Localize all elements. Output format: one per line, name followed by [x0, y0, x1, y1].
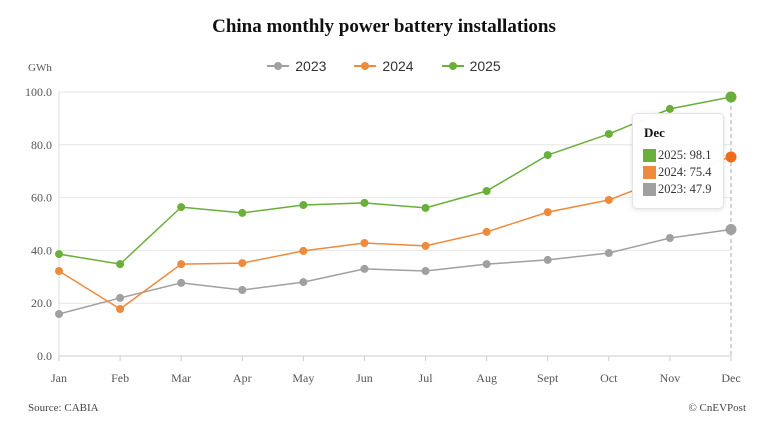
legend-swatch-2025: [441, 62, 464, 70]
y-tick-label: 40.0: [31, 243, 52, 257]
series-line-2023: [58, 228, 732, 315]
x-tick-label: Aug: [476, 371, 497, 385]
data-point-2025: [665, 104, 674, 113]
y-tick-label: 100.0: [25, 85, 52, 99]
data-point-2025: [238, 208, 247, 217]
chart-title: China monthly power battery installation…: [212, 16, 556, 37]
x-tick-label: Feb: [111, 371, 129, 385]
legend: 2023 2024 2025: [0, 58, 768, 74]
data-point-2024: [421, 241, 430, 250]
data-point-2025: [725, 91, 737, 103]
y-tick-label: 20.0: [31, 296, 52, 310]
data-point-2025: [604, 129, 613, 138]
tooltip-title: Dec: [644, 125, 665, 140]
x-tick-label: Jul: [419, 371, 434, 385]
data-point-2024: [543, 208, 552, 217]
data-point-2025: [116, 260, 125, 269]
x-tick-label: Jun: [356, 371, 373, 385]
data-point-2023: [299, 278, 308, 287]
data-point-2025: [543, 151, 552, 160]
x-tick-label: Dec: [721, 371, 740, 385]
tooltip-row-2023: 2023: 47.9: [643, 181, 723, 198]
data-point-2024: [604, 195, 613, 204]
data-point-2024: [238, 259, 247, 268]
y-tick-label: 60.0: [31, 191, 52, 205]
data-point-2024: [177, 260, 186, 269]
data-point-2023: [725, 224, 737, 236]
data-point-2023: [55, 310, 63, 319]
series-line-2024: [58, 156, 732, 310]
tooltip: Dec 2025: 98.1 2024: 75.4 2023: 47.9: [632, 113, 724, 209]
data-point-2024: [299, 246, 308, 255]
source-note: Source: CABIA: [28, 402, 99, 414]
data-point-2025: [421, 203, 430, 212]
data-point-2025: [299, 200, 308, 209]
data-point-2023: [360, 264, 369, 273]
data-point-2025: [55, 250, 63, 259]
tooltip-row-2024: 2024: 75.4: [643, 164, 723, 181]
legend-label: 2023: [295, 58, 327, 74]
data-point-2023: [665, 233, 674, 242]
x-tick-label: Jan: [51, 371, 67, 385]
data-point-2024: [116, 305, 125, 314]
series-line-2025: [58, 96, 732, 265]
data-point-2023: [482, 260, 491, 269]
data-point-2025: [177, 203, 186, 212]
x-tick-label: Mar: [171, 371, 191, 385]
y-axis-unit: GWh: [28, 62, 52, 74]
data-point-2023: [116, 293, 125, 302]
x-tick-label: May: [292, 371, 314, 385]
y-tick-label: 80.0: [31, 138, 52, 152]
legend-swatch-2023: [267, 62, 290, 70]
data-point-2024: [725, 151, 737, 163]
legend-item-2025[interactable]: 2025: [441, 58, 501, 74]
x-tick-label: Sept: [537, 371, 559, 385]
copyright-note: © CnEVPost: [688, 402, 746, 414]
data-point-2023: [543, 255, 552, 264]
data-point-2024: [360, 239, 369, 248]
legend-item-2024[interactable]: 2024: [354, 58, 414, 74]
tooltip-row-2025: 2025: 98.1: [643, 147, 723, 164]
data-point-2025: [360, 198, 369, 207]
x-tick-label: Apr: [233, 371, 252, 385]
data-point-2023: [604, 249, 613, 258]
x-tick-label: Nov: [660, 371, 681, 385]
data-point-2023: [177, 278, 186, 287]
data-point-2024: [482, 227, 491, 236]
data-point-2025: [482, 187, 491, 195]
legend-swatch-2024: [354, 62, 377, 70]
y-tick-label: 0.0: [37, 349, 52, 363]
data-point-2024: [55, 266, 63, 275]
legend-label: 2024: [382, 58, 414, 74]
legend-label: 2025: [469, 58, 501, 74]
data-point-2023: [421, 266, 430, 275]
data-point-2023: [238, 286, 247, 294]
x-tick-label: Oct: [600, 371, 618, 385]
legend-item-2023[interactable]: 2023: [267, 58, 326, 74]
